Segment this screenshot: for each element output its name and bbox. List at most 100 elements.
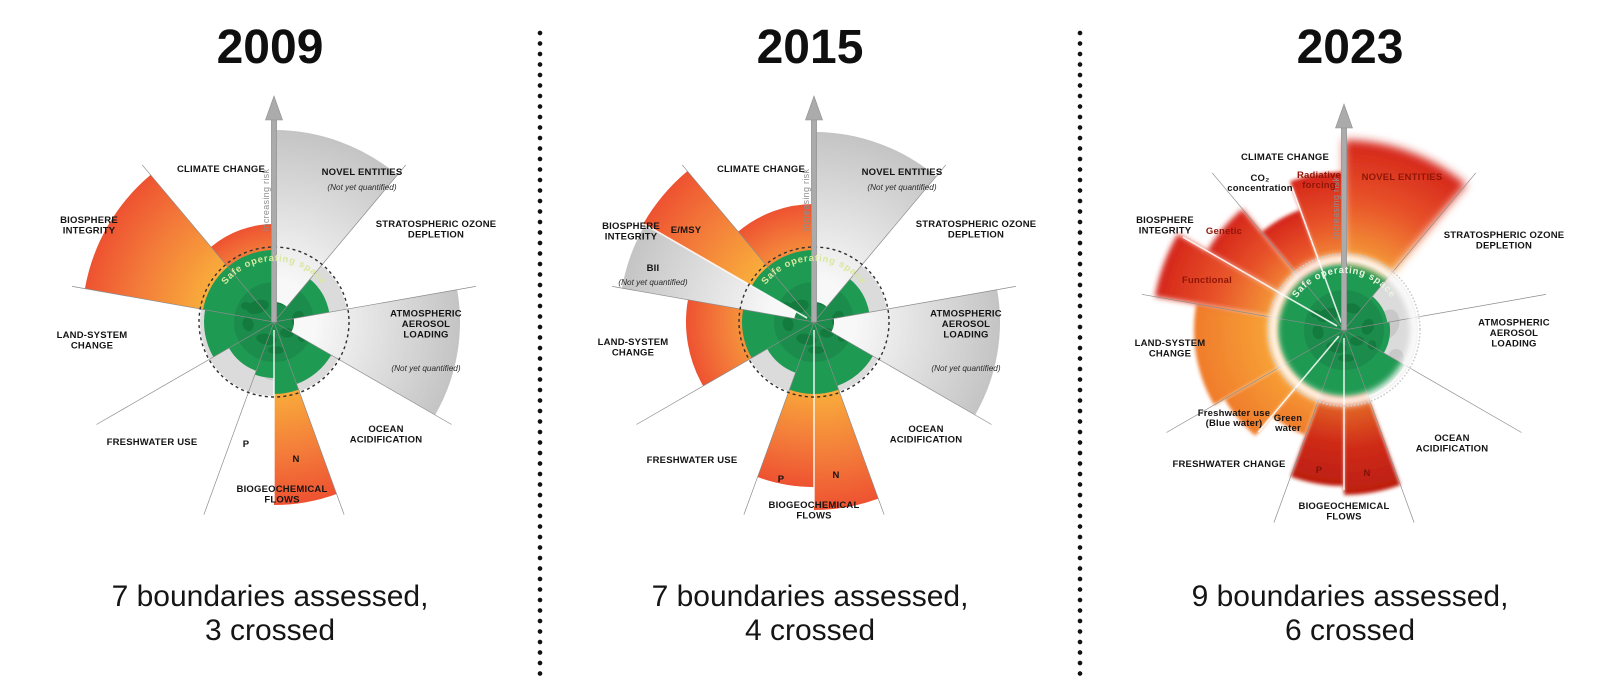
wedge-biosphere-integrity-bii	[621, 224, 797, 319]
caption-line-2: 3 crossed	[204, 614, 336, 648]
wedge-novel-entities	[1344, 140, 1467, 279]
sector-divider-line	[1343, 172, 1477, 331]
sector-divider-line	[813, 321, 992, 425]
caption-2015: 7 boundaries assessed, 4 crossed	[540, 580, 1080, 648]
wedge-biogeochemical-flows-n	[814, 389, 879, 510]
biogeochemical-flows-label: BIOGEOCHEMICAL FLOWS	[769, 500, 860, 522]
sector-divider-line	[273, 321, 452, 425]
year-title-2015: 2015	[756, 21, 864, 74]
wedge-novel-entities	[274, 130, 398, 307]
novel-entities-label: NOVEL ENTITIES	[1362, 172, 1443, 183]
freshwater-change-label: FRESHWATER CHANGE	[1172, 459, 1285, 470]
sector-divider-line	[813, 321, 885, 515]
sector-divider-line	[1142, 294, 1345, 331]
ocean-acidification-label: OCEAN ACIDIFICATION	[1416, 433, 1489, 455]
phosphorus-label: P	[1316, 465, 1323, 476]
wedge-atmospheric-aerosol-loading	[831, 289, 1000, 415]
panel-2023: 2023 Safe operating space CLIMATE CHANGE I…	[1080, 0, 1620, 695]
wedge-biogeochemical-flows-p	[757, 389, 814, 487]
wedge-land-system-change	[1194, 303, 1286, 405]
phosphorus-label: P	[243, 439, 250, 450]
wedge-biosphere-integrity-emsy	[643, 171, 768, 286]
radiative-forcing-label: Radiative forcing	[1297, 170, 1341, 191]
sector-divider-line	[1166, 329, 1345, 433]
biosphere-integrity-label: BIOSPHERE INTEGRITY	[602, 221, 660, 243]
freshwater-blue-water-label: Freshwater use (Blue water)	[1198, 408, 1271, 429]
atmospheric-aerosol-loading-label: ATMOSPHERIC AEROSOL LOADING	[390, 309, 462, 341]
wedge-climate-change	[211, 224, 274, 267]
dotted-separator-left	[537, 28, 543, 676]
sector-divider-line	[681, 164, 815, 323]
sector-divider-line	[813, 286, 1016, 323]
wedge-atmospheric-aerosol-loading	[291, 289, 460, 415]
novel-entities-note-label: (Not yet quantified)	[867, 183, 936, 192]
wedge-freshwater-blue-water	[1224, 363, 1301, 436]
wedge-biogeochemical-flows-n	[274, 389, 337, 505]
land-system-change-label: LAND-SYSTEM CHANGE	[598, 337, 669, 359]
ocean-acidification-label: OCEAN ACIDIFICATION	[890, 424, 963, 446]
emsy-label: E/MSY	[671, 225, 702, 236]
sector-divider-line	[1343, 294, 1546, 331]
increasing-risk-arrow	[805, 95, 823, 323]
freshwater-use-label: FRESHWATER USE	[107, 437, 198, 448]
co2-concentration-label: CO₂ concentration	[1227, 173, 1292, 194]
land-system-change-label: LAND-SYSTEM CHANGE	[1135, 338, 1206, 360]
panel-2009: 2009 Safe operating space CLIMATE CHANGE I…	[0, 0, 540, 695]
sector-divider-line	[141, 164, 275, 323]
caption-line-2: 6 crossed	[1284, 614, 1416, 648]
biosphere-integrity-label: BIOSPHERE INTEGRITY	[60, 215, 118, 237]
biogeochemical-flows-label: BIOGEOCHEMICAL FLOWS	[237, 484, 328, 506]
sector-divider-line	[636, 321, 815, 425]
year-title-2023: 2023	[1296, 21, 1404, 74]
sector-divider-line	[813, 164, 947, 323]
wedge-novel-entities	[814, 132, 937, 307]
land-system-change-label: LAND-SYSTEM CHANGE	[57, 330, 128, 352]
wedge-biogeochemical-flows-p	[1290, 392, 1344, 486]
caption-2009: 7 boundaries assessed, 3 crossed	[0, 580, 540, 648]
bii-label: BII	[647, 263, 660, 274]
sub-divider-line	[644, 223, 808, 319]
wedge-land-system-change	[685, 299, 752, 386]
nitrogen-label: N	[1363, 468, 1370, 479]
biosphere-integrity-label: BIOSPHERE INTEGRITY	[1136, 215, 1194, 237]
climate-change-label: CLIMATE CHANGE	[1241, 152, 1329, 163]
sector-divider-line	[273, 321, 345, 515]
wedge-biogeochemical-flows-n	[1344, 392, 1401, 495]
sector-divider-line	[96, 321, 275, 425]
stratospheric-ozone-depletion-label: STRATOSPHERIC OZONE DEPLETION	[1444, 230, 1565, 252]
nitrogen-label: N	[832, 470, 839, 481]
biogeochemical-flows-label: BIOGEOCHEMICAL FLOWS	[1299, 501, 1390, 523]
atmospheric-aerosol-loading-label: ATMOSPHERIC AEROSOL LOADING	[930, 309, 1002, 341]
climate-change-label: CLIMATE CHANGE	[177, 164, 265, 175]
increasing-risk-label: Increasing risk	[801, 169, 811, 232]
wedge-climate-radiative-forcing	[1289, 172, 1344, 268]
diagram-2023: Safe operating space CLIMATE CHANGE Increa…	[1080, 0, 1620, 695]
year-title-2009: 2009	[216, 21, 324, 74]
sector-divider-line	[612, 286, 815, 323]
sector-divider-line	[743, 321, 815, 515]
novel-entities-label: NOVEL ENTITIES	[862, 167, 943, 178]
wedge-biosphere-integrity	[84, 174, 228, 310]
stratospheric-ozone-depletion-label: STRATOSPHERIC OZONE DEPLETION	[376, 219, 497, 241]
sector-divider-line	[1273, 329, 1345, 523]
safe-boundary-ring	[198, 246, 350, 398]
freshwater-use-label: FRESHWATER USE	[647, 455, 738, 466]
sub-divider-line	[1291, 186, 1343, 323]
sector-divider-line	[72, 286, 275, 323]
wedge-climate-change	[738, 204, 814, 267]
diagram-2009: Safe operating space CLIMATE CHANGE Increa…	[0, 0, 540, 695]
aerosol-note-label: (Not yet quantified)	[931, 364, 1000, 373]
sector-divider-line	[273, 286, 476, 323]
aerosol-note-label: (Not yet quantified)	[391, 364, 460, 373]
functional-label: Functional	[1182, 275, 1232, 286]
caption-line-1: 7 boundaries assessed,	[651, 580, 969, 613]
novel-entities-label: NOVEL ENTITIES	[322, 167, 403, 178]
wedge-biosphere-integrity-functional	[1154, 234, 1286, 319]
freshwater-green-water-label: Green water	[1274, 413, 1302, 434]
caption-2023: 9 boundaries assessed, 6 crossed	[1080, 580, 1620, 648]
climate-change-label: CLIMATE CHANGE	[717, 164, 805, 175]
nitrogen-label: N	[292, 454, 299, 465]
sector-divider-line	[1211, 172, 1345, 331]
